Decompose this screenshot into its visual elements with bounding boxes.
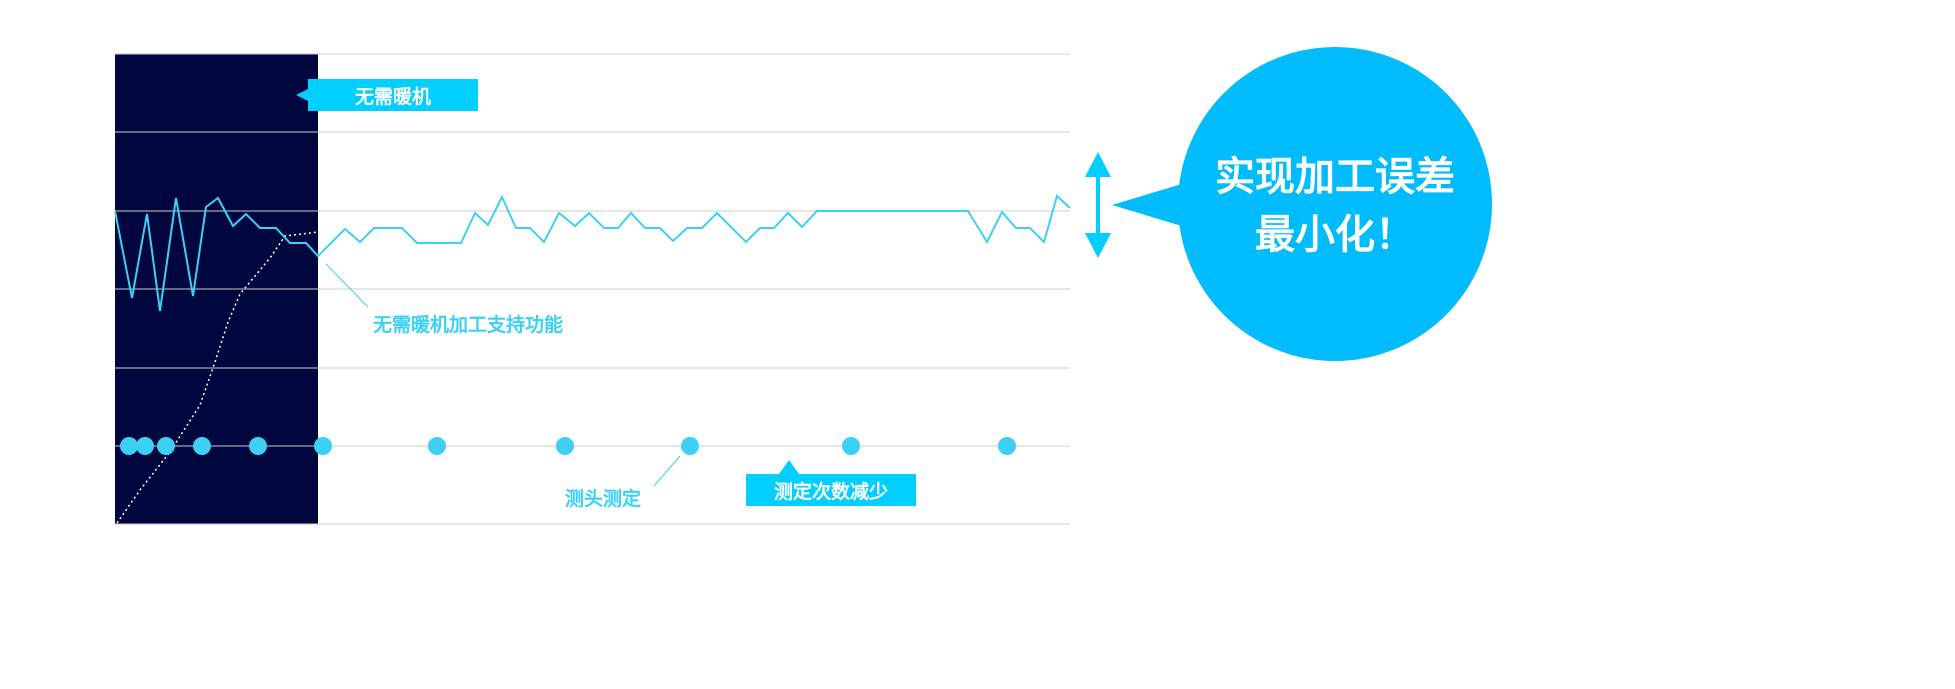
probe-point [681, 437, 699, 455]
callout-bubble-tail [1112, 183, 1185, 227]
probe-point [120, 437, 138, 455]
fewer-measurements-tag: 测定次数减少 [746, 474, 916, 506]
leader-line-probe [653, 455, 681, 487]
callout-bubble [1178, 47, 1492, 361]
probe-point [193, 437, 211, 455]
probe-point [998, 437, 1016, 455]
probe-measurement-points [120, 437, 1016, 455]
probe-measure-label: 测头测定 [565, 488, 642, 510]
probe-point [136, 437, 154, 455]
double-arrow-icon [1085, 152, 1111, 258]
thermal-drift-curve [116, 231, 319, 524]
leader-line-support [325, 263, 369, 308]
callout-line-2: 最小化！ [1255, 212, 1415, 258]
probe-point [842, 437, 860, 455]
tag-pointer-left [296, 88, 310, 102]
probe-point [428, 437, 446, 455]
no-warmup-tag: 无需暖机 [308, 79, 478, 111]
probe-point [314, 437, 332, 455]
callout-line-1: 实现加工误差 [1215, 154, 1455, 200]
probe-point [249, 437, 267, 455]
gridlines [115, 53, 1070, 525]
probe-point [157, 437, 175, 455]
probe-point [556, 437, 574, 455]
machining-error-line [114, 194, 1071, 312]
tag-pointer-up [779, 460, 799, 474]
no-warmup-support-label: 无需暖机加工支持功能 [373, 314, 564, 336]
callout-text: 实现加工误差 最小化！ [1185, 148, 1485, 264]
